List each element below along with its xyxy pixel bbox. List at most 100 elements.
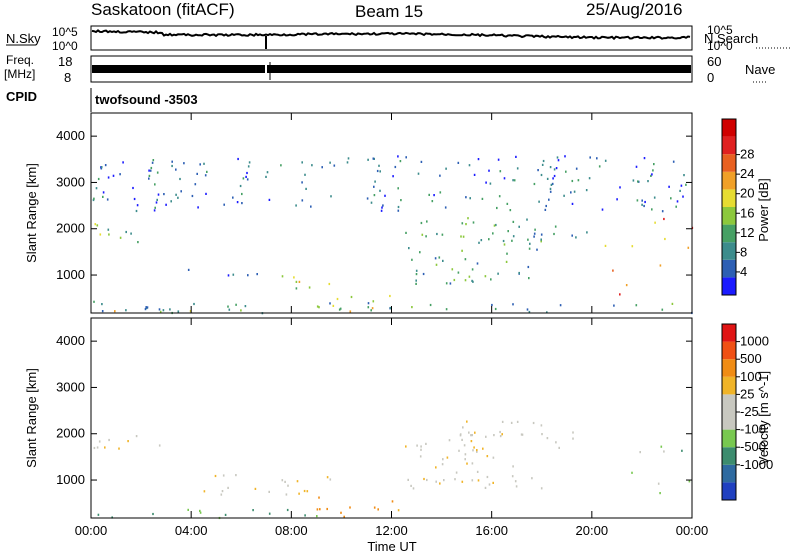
data-cell (98, 440, 101, 443)
data-cell (119, 173, 121, 176)
data-cell (507, 230, 509, 233)
data-cell (373, 157, 375, 160)
data-cell (333, 164, 336, 167)
data-cell (439, 482, 441, 485)
data-cell (379, 189, 381, 192)
data-cell (577, 179, 580, 182)
data-cell (108, 233, 110, 236)
data-cell (488, 238, 490, 241)
data-cell (329, 302, 331, 305)
data-cell (306, 490, 309, 493)
data-cell (458, 449, 460, 452)
data-cell (197, 206, 199, 209)
data-cell (476, 470, 479, 473)
data-cell (506, 202, 509, 205)
data-cell (512, 465, 514, 468)
data-cell (467, 217, 469, 220)
data-cell (497, 272, 499, 275)
data-cell (516, 167, 519, 170)
data-cell (339, 307, 342, 310)
data-cell (636, 199, 639, 202)
data-cell (284, 480, 286, 483)
colorbar-segment (722, 242, 736, 260)
data-cell (501, 420, 504, 423)
data-cell (295, 280, 298, 283)
data-cell (441, 463, 444, 466)
data-cell (635, 304, 638, 307)
data-cell (660, 445, 663, 448)
data-cell (151, 161, 154, 164)
data-cell (224, 513, 227, 516)
velocity-panel: 1000 2000 3000 4000 Slant Range [km] 1000 50… (24, 317, 773, 520)
data-cell (451, 268, 454, 271)
data-cell (461, 438, 463, 441)
data-cell (460, 235, 462, 238)
data-cell (529, 242, 531, 245)
data-cell (241, 202, 243, 205)
colorbar-tick-label: 1000 (740, 334, 769, 349)
data-cell (439, 174, 441, 177)
data-cell (549, 190, 552, 193)
data-cell (435, 480, 437, 483)
data-cell (316, 515, 318, 518)
data-cell (564, 155, 566, 158)
data-cell (616, 198, 618, 201)
colorbar-segment (722, 324, 736, 342)
data-cell (236, 201, 239, 204)
data-cell (469, 197, 471, 200)
data-cell (445, 308, 448, 311)
data-cell (489, 182, 492, 185)
data-cell (619, 293, 621, 296)
data-cell (445, 167, 447, 170)
data-cell (189, 310, 192, 313)
data-cell (412, 487, 415, 490)
data-cell (485, 435, 487, 438)
data-cell (596, 157, 598, 160)
data-cell (321, 166, 323, 169)
data-cell (468, 431, 470, 434)
data-cell (389, 306, 392, 310)
colorbar-segment (722, 464, 736, 483)
colorbar-segment (722, 482, 736, 500)
data-cell (653, 196, 656, 199)
data-cell (100, 166, 102, 169)
data-cell (464, 258, 467, 261)
data-cell (612, 269, 614, 272)
data-cell (498, 195, 501, 198)
data-cell (682, 195, 684, 198)
data-cell (287, 484, 289, 487)
data-cell (679, 189, 681, 192)
data-cell (367, 302, 370, 305)
x-tick-label: 20:00 (576, 523, 609, 538)
data-cell (565, 170, 567, 173)
data-cell (223, 203, 225, 206)
data-cell (266, 171, 269, 174)
data-cell (540, 233, 543, 236)
data-cell (152, 159, 155, 162)
data-cell (540, 173, 543, 177)
nsky-tick-top: 10^5 (52, 25, 78, 39)
data-cell (477, 158, 480, 161)
data-cell (152, 512, 154, 516)
velocity-colorbar: 1000 500 100 25 -25 -100 -500 -1000 (721, 323, 773, 501)
data-cell (125, 309, 127, 312)
data-cell (442, 259, 444, 262)
data-cell (419, 455, 422, 458)
data-cell (227, 305, 229, 308)
data-cell (435, 263, 438, 266)
data-cell (514, 480, 517, 483)
data-cell (118, 447, 120, 450)
data-cell (303, 489, 306, 493)
data-cell (102, 195, 104, 198)
nsearch-label: N.Search (704, 31, 758, 46)
beam-title: Beam 15 (355, 2, 423, 21)
nave-tick-top: 60 (707, 54, 721, 69)
power-axes: 1000 2000 3000 4000 (56, 113, 693, 313)
data-cell (511, 475, 514, 478)
power-colorbar: 4 8 12 16 20 24 28 (721, 118, 754, 296)
data-cell (538, 200, 540, 203)
data-cell (471, 479, 474, 482)
data-cell (392, 175, 394, 178)
data-cell (491, 303, 493, 307)
data-cell (170, 200, 172, 203)
